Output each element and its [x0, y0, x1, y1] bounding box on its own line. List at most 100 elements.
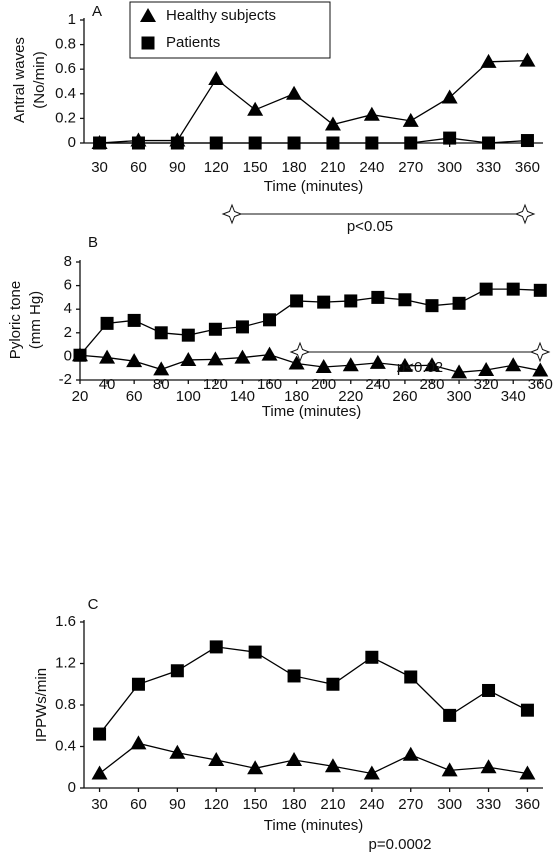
x-tick-label: 40	[99, 376, 116, 393]
triangle-marker	[180, 351, 197, 366]
annotation: p=0.0002	[369, 836, 432, 852]
triangle-marker	[505, 357, 522, 372]
x-tick-label: 120	[203, 376, 228, 393]
square-marker	[482, 683, 496, 697]
x-tick-label: 60	[130, 796, 147, 813]
x-tick-label: 60	[126, 388, 143, 405]
triangle-marker	[261, 346, 278, 361]
x-tick-label: 210	[320, 796, 345, 813]
square-marker	[287, 669, 301, 683]
legend-marker	[141, 36, 155, 50]
square-marker	[326, 136, 340, 150]
y-axis-label: IPPWs/min	[33, 668, 50, 742]
y-axis-label: (No/min)	[31, 51, 48, 109]
panel-label: A	[92, 3, 102, 20]
triangle-marker	[234, 349, 251, 364]
triangle-marker	[363, 106, 380, 121]
y-axis-label: Antral waves	[11, 37, 28, 123]
square-marker	[365, 650, 379, 664]
triangle-marker	[247, 101, 264, 116]
x-tick-label: 360	[528, 376, 553, 393]
square-marker	[317, 295, 331, 309]
legend-label: Healthy subjects	[166, 7, 276, 24]
y-tick-label: 0.8	[55, 696, 76, 713]
triangle-marker	[441, 762, 458, 777]
triangle-marker	[342, 357, 359, 372]
x-axis-label: Time (minutes)	[264, 817, 363, 834]
x-tick-label: 160	[257, 376, 282, 393]
square-marker	[479, 282, 493, 296]
x-tick-label: 360	[515, 159, 540, 176]
square-marker	[154, 326, 168, 340]
y-tick-label: 0	[68, 779, 76, 796]
y-tick-label: 2	[64, 324, 72, 341]
bracket-star	[221, 203, 243, 225]
y-axis-label: Pyloric tone	[7, 281, 24, 359]
y-tick-label: 1	[68, 11, 76, 28]
triangle-marker	[286, 751, 303, 766]
x-tick-label: 300	[437, 159, 462, 176]
x-tick-label: 240	[359, 159, 384, 176]
x-tick-label: 140	[230, 388, 255, 405]
series-line	[99, 742, 528, 775]
square-marker	[263, 313, 277, 327]
square-marker	[520, 703, 534, 717]
panel-label: C	[88, 596, 99, 613]
x-tick-label: 20	[72, 388, 89, 405]
triangle-marker	[532, 362, 549, 377]
square-marker	[181, 328, 195, 342]
square-marker	[404, 136, 418, 150]
x-tick-label: 240	[359, 796, 384, 813]
x-tick-label: 210	[320, 159, 345, 176]
legend-marker	[140, 8, 156, 22]
triangle-marker	[247, 760, 264, 775]
x-tick-label: 260	[392, 388, 417, 405]
x-axis-label: Time (minutes)	[264, 178, 363, 195]
square-marker	[452, 296, 466, 310]
x-tick-label: 120	[204, 796, 229, 813]
x-tick-label: 180	[282, 159, 307, 176]
x-tick-label: 340	[501, 388, 526, 405]
x-tick-label: 300	[437, 796, 462, 813]
x-tick-label: 80	[153, 376, 170, 393]
square-marker	[533, 283, 547, 297]
series-line	[99, 59, 528, 144]
square-marker	[365, 136, 379, 150]
square-marker	[127, 313, 141, 327]
triangle-marker	[423, 357, 440, 372]
triangle-marker	[286, 85, 303, 100]
triangle-marker	[369, 354, 386, 369]
square-marker	[520, 134, 534, 148]
y-tick-label: 0.4	[55, 85, 76, 102]
x-tick-label: 270	[398, 159, 423, 176]
x-tick-label: 270	[398, 796, 423, 813]
square-marker	[235, 320, 249, 334]
x-tick-label: 360	[515, 796, 540, 813]
triangle-marker	[324, 758, 341, 773]
series-line	[99, 646, 528, 735]
square-marker	[398, 293, 412, 307]
triangle-marker	[441, 89, 458, 104]
x-tick-label: 330	[476, 796, 501, 813]
triangle-marker	[363, 765, 380, 780]
x-tick-label: 300	[447, 388, 472, 405]
x-tick-label: 280	[419, 376, 444, 393]
triangle-marker	[402, 746, 419, 761]
square-marker	[290, 294, 304, 308]
annotation: p<0.05	[347, 218, 393, 235]
square-marker	[326, 677, 340, 691]
y-tick-label: 8	[64, 253, 72, 270]
y-tick-label: 0	[64, 347, 72, 364]
square-marker	[404, 670, 418, 684]
square-marker	[248, 136, 262, 150]
x-tick-label: 320	[474, 376, 499, 393]
series-line	[79, 288, 541, 356]
y-tick-label: 1.6	[55, 613, 76, 630]
square-marker	[425, 299, 439, 313]
x-tick-label: 60	[130, 159, 147, 176]
y-tick-label: -2	[59, 371, 72, 388]
triangle-marker	[324, 116, 341, 131]
triangle-marker	[169, 744, 186, 759]
x-tick-label: 330	[476, 159, 501, 176]
square-marker	[131, 136, 145, 150]
